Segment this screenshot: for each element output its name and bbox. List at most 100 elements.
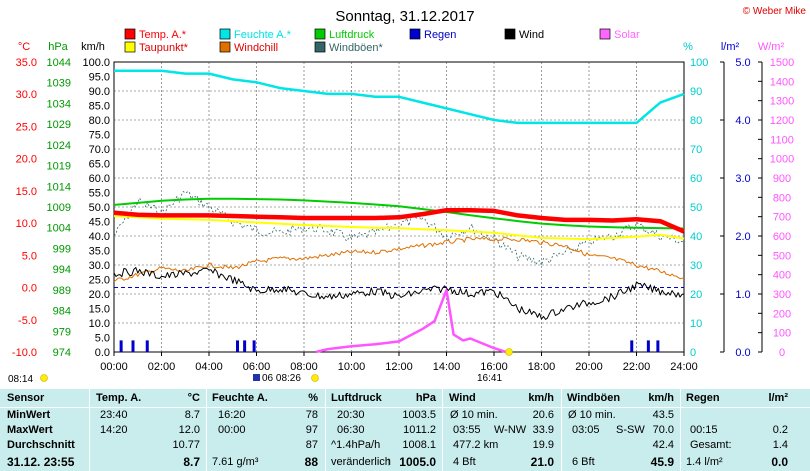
wind-axis-tick: 60.0: [89, 173, 110, 185]
header-wind-unit: km/h: [528, 392, 554, 404]
x-axis-tick: 18:00: [528, 361, 556, 373]
header-hum: Feuchte A.: [212, 392, 268, 404]
humidity-axis-tick: 100: [690, 57, 708, 69]
now-gust: 45.9: [650, 455, 674, 469]
row-max-label: MaxWert: [7, 424, 53, 436]
pressure-axis-tick: 1024: [47, 140, 71, 152]
temp-axis-tick: 35.0: [16, 57, 37, 69]
legend-swatch-3: [409, 28, 421, 40]
header-press: Luftdruck: [331, 392, 382, 404]
rain-bar: [145, 340, 149, 352]
max-wind-time: 03:55: [453, 424, 481, 436]
header-rain-unit: l/m²: [768, 392, 788, 404]
solar-axis-unit: W/m²: [758, 41, 785, 53]
rain-axis-tick: 1.0: [735, 289, 750, 301]
pressure-axis-tick: 979: [53, 326, 71, 338]
pressure-axis-tick: 1014: [47, 181, 71, 193]
legend-swatch-2: [314, 28, 326, 40]
legend-label-3: Regen: [424, 29, 456, 41]
x-axis-tick: 12:00: [385, 361, 413, 373]
moon-icon: [253, 374, 260, 381]
min-press-time: 20:30: [337, 409, 365, 421]
pressure-axis-unit: hPa: [48, 41, 68, 53]
wind-axis-tick: 55.0: [89, 188, 110, 200]
series-windb-en: [113, 191, 685, 266]
row-min-label: MinWert: [7, 409, 51, 421]
axis-ticks: 35.0 30.0 25.0 20.0 15.0 10.0 5.0 0.0 -5.0 -10.0 1…: [12, 57, 794, 373]
wind-axis-tick: 25.0: [89, 275, 110, 287]
header-hum-unit: %: [308, 392, 318, 404]
pressure-axis-tick: 1029: [47, 119, 71, 131]
solar-axis-tick: 200: [773, 308, 791, 320]
legend-label-1: Feuchte A.*: [234, 29, 292, 41]
min-wind-label: Ø 10 min.: [450, 409, 498, 421]
x-axis-tick: 06:00: [243, 361, 271, 373]
wind-axis-tick: 10.0: [89, 318, 110, 330]
min-temp: 8.7: [184, 409, 200, 421]
wind-axis-tick: 45.0: [89, 217, 110, 229]
legend: Temp. A.* Feuchte A.* Luftdruck Regen Wind So…: [124, 28, 640, 54]
legend-label-5: Solar: [614, 29, 640, 41]
grid: [113, 61, 763, 353]
max-gust-dir: S-SW: [616, 424, 645, 436]
legend-label-0: Temp. A.*: [139, 29, 187, 41]
sunset-label: 16:41: [477, 373, 502, 384]
rain-axis-tick: 0.0: [735, 347, 750, 359]
max-rain-time: 00:15: [690, 424, 718, 436]
legend-swatch-7: [219, 41, 231, 53]
wind-axis-tick: 90.0: [89, 86, 110, 98]
wind-axis-unit: km/h: [81, 41, 105, 53]
min-temp-time: 23:40: [100, 409, 128, 421]
legend-label-7: Windchill: [234, 42, 278, 54]
temp-axis-tick: 30.0: [16, 89, 37, 101]
avg-wind: 19.9: [532, 439, 554, 451]
summary-table: Sensor Temp. A. °C Feuchte A. % Luftdruc…: [0, 389, 810, 471]
temp-axis-tick: 20.0: [16, 154, 37, 166]
x-axis-tick: 24:00: [670, 361, 698, 373]
row-now-label: 31.12. 23:55: [7, 455, 75, 469]
solar-axis-tick: 600: [773, 231, 791, 243]
chart-title: Sonntag, 31.12.2017: [335, 8, 474, 25]
wind-axis-tick: 5.0: [95, 333, 110, 345]
legend-label-2: Luftdruck: [329, 29, 375, 41]
min-gust: 43.5: [652, 409, 674, 421]
series-feuchte-a: [114, 69, 685, 125]
now-hum-label: 7.61 g/m³: [212, 456, 259, 468]
rain-axis-tick: 3.0: [735, 173, 750, 185]
temp-axis-unit: °C: [18, 41, 30, 53]
humidity-axis-tick: 80: [690, 115, 702, 127]
wind-axis-tick: 40.0: [89, 231, 110, 243]
legend-swatch-1: [219, 28, 231, 40]
copyright: © Weber Mike: [743, 6, 807, 17]
weather-chart: Sonntag, 31.12.2017 © Weber Mike Temp. A…: [8, 6, 807, 385]
legend-swatch-0: [124, 28, 136, 40]
rain-bar: [252, 340, 256, 352]
x-axis-tick: 04:00: [195, 361, 223, 373]
sun-markers: 08:14 06 08:26 16:41: [8, 348, 513, 385]
min-gust-label: Ø 10 min.: [568, 409, 616, 421]
sunset-icon: [505, 348, 513, 356]
solar-axis-tick: 800: [773, 192, 791, 204]
legend-swatch-5: [599, 28, 611, 40]
series-taupunkt: [113, 215, 685, 241]
max-hum: 97: [305, 424, 318, 436]
humidity-axis-tick: 10: [690, 318, 702, 330]
avg-press-label: ^1.4hPa/h: [331, 439, 381, 451]
wind-axis-tick: 70.0: [89, 144, 110, 156]
pressure-axis-tick: 1019: [47, 161, 71, 173]
pressure-axis-tick: 989: [53, 285, 71, 297]
humidity-axis-tick: 70: [690, 144, 702, 156]
x-axis-tick: 14:00: [433, 361, 461, 373]
pressure-axis-tick: 1004: [47, 223, 71, 235]
avg-temp: 10.77: [172, 439, 200, 451]
legend-swatch-4: [504, 28, 516, 40]
avg-rain-label: Gesamt:: [690, 439, 732, 451]
legend-label-4: Wind: [519, 29, 544, 41]
humidity-axis-tick: 30: [690, 260, 702, 272]
max-hum-time: 00:00: [218, 424, 246, 436]
series-temp-a: [113, 207, 685, 234]
series-solar: [315, 288, 507, 354]
now-temp: 8.7: [183, 455, 200, 469]
rain-bar: [131, 340, 135, 352]
now-wind: 21.0: [530, 455, 554, 469]
